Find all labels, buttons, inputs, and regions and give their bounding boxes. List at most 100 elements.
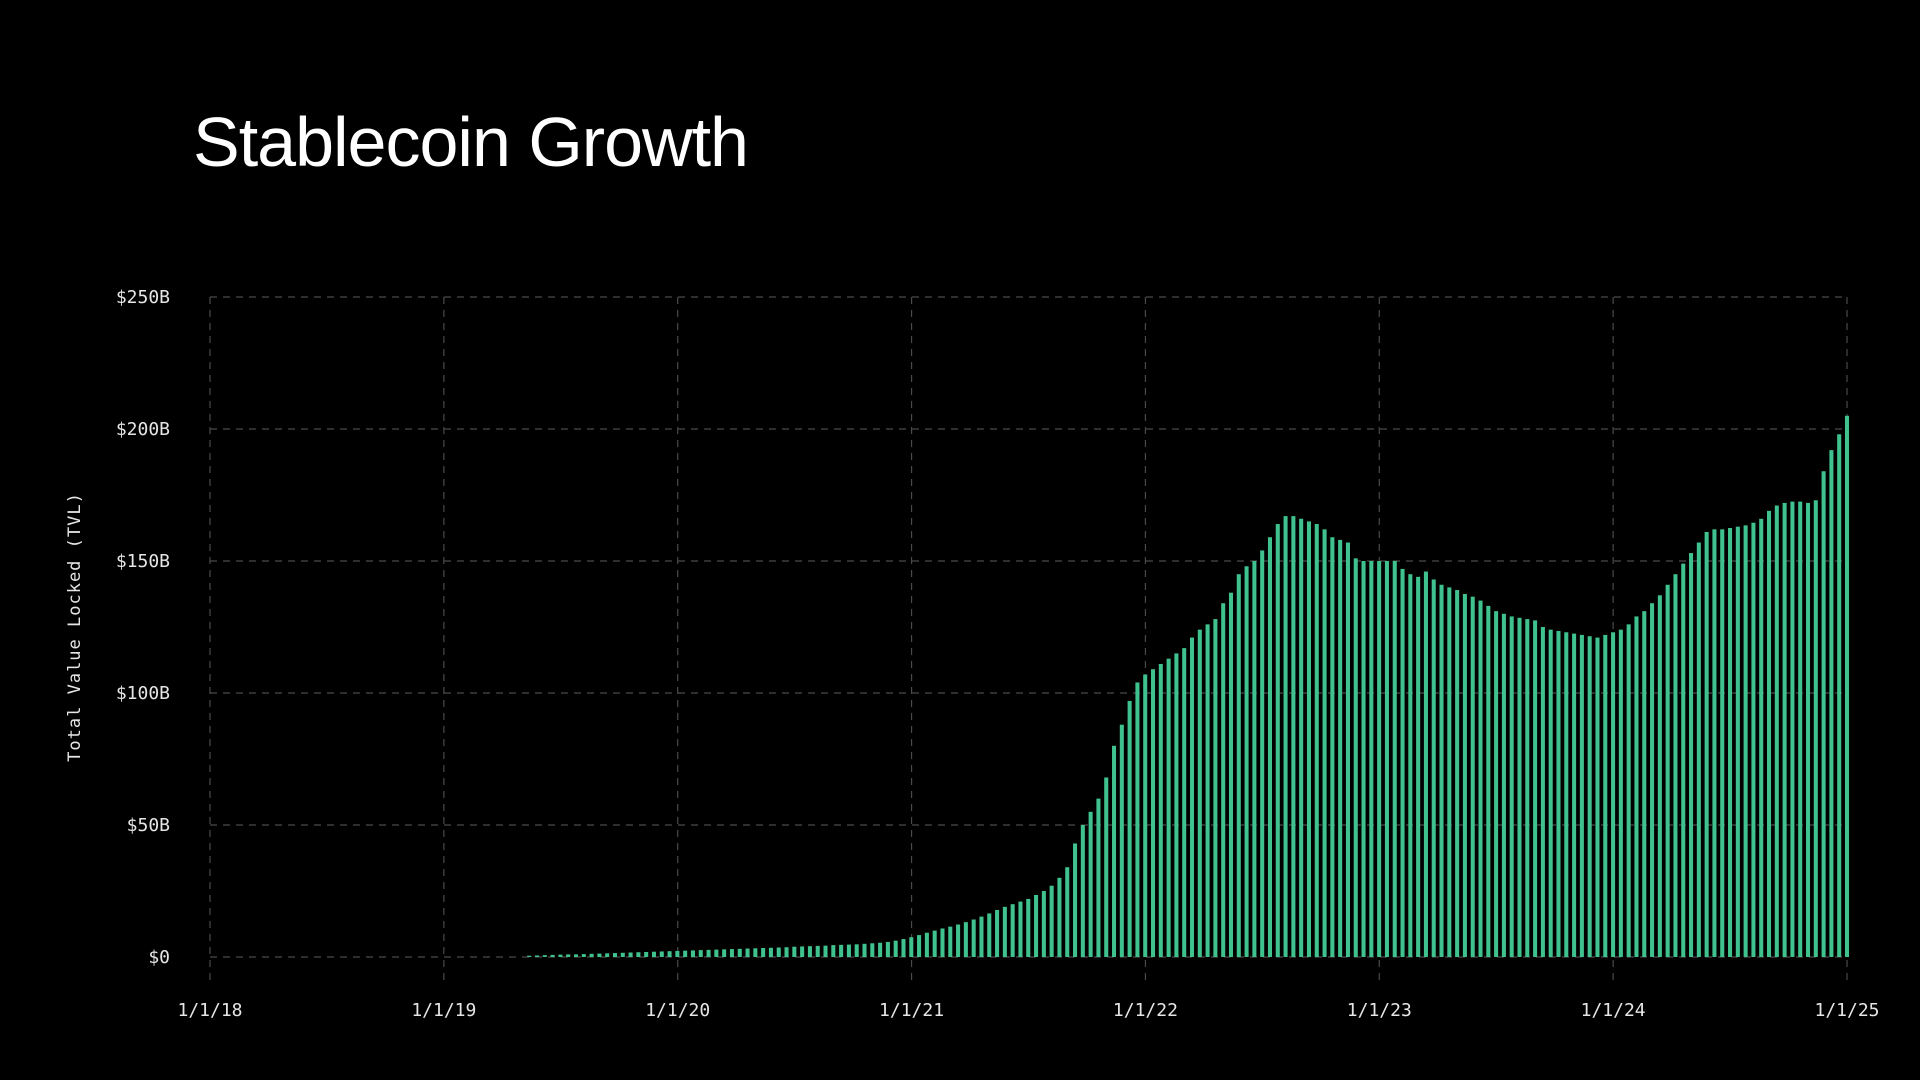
bar (932, 930, 937, 957)
bar (683, 950, 688, 957)
bar (1049, 885, 1054, 957)
x-axis-ticks: 1/1/18 1/1/19 1/1/20 1/1/21 1/1/22 1/1/23 1/1/… (177, 1000, 1879, 1021)
bar (558, 954, 563, 957)
bar (1034, 894, 1039, 957)
bar (1455, 590, 1460, 957)
bar (1501, 613, 1506, 957)
bar (846, 944, 851, 957)
bar (1408, 574, 1413, 957)
page-title: Stablecoin Growth (193, 103, 749, 181)
bar (1673, 574, 1678, 957)
bar (1182, 648, 1187, 957)
bar (1525, 619, 1530, 957)
bar (1377, 561, 1382, 957)
bar (1805, 502, 1811, 957)
bar (729, 949, 734, 957)
bar (940, 928, 945, 957)
bar (807, 946, 812, 957)
bar (714, 949, 719, 957)
bar (776, 947, 781, 957)
bar (589, 953, 594, 957)
bar (1470, 596, 1475, 957)
bar (1065, 867, 1070, 957)
bar (1205, 624, 1210, 957)
bar (815, 945, 820, 957)
bar (1657, 595, 1662, 957)
bar (1135, 682, 1140, 957)
bar (644, 951, 649, 957)
bar (987, 913, 992, 957)
bar (1478, 600, 1483, 957)
bar (1143, 674, 1148, 957)
x-tick-label: 1/1/21 (879, 1000, 944, 1021)
bar (1213, 619, 1218, 957)
bar (1283, 516, 1288, 957)
bar (1759, 518, 1764, 957)
bar (1572, 633, 1577, 957)
bar (620, 952, 625, 957)
y-tick-label: $0 (148, 947, 170, 968)
x-tick-label: 1/1/20 (645, 1000, 710, 1021)
bar (675, 950, 680, 957)
bar (1447, 587, 1452, 957)
bar (948, 926, 953, 957)
bar (963, 922, 968, 957)
bar (1712, 529, 1717, 957)
bar (651, 951, 656, 957)
bar (1751, 522, 1756, 957)
bar (1174, 653, 1179, 957)
x-tick-label: 1/1/25 (1814, 1000, 1879, 1021)
bar (1486, 605, 1491, 957)
bar (566, 954, 571, 957)
bar (605, 953, 610, 957)
bar (1595, 637, 1600, 957)
bar (1073, 843, 1078, 957)
bar (612, 953, 618, 957)
bar (1236, 574, 1241, 957)
bar (1626, 624, 1631, 957)
bar (1681, 563, 1686, 957)
bar (1564, 632, 1569, 957)
bar (542, 955, 547, 957)
bar (1010, 904, 1015, 957)
bar (1026, 898, 1031, 957)
bar (1267, 537, 1272, 957)
bar (1244, 566, 1249, 957)
bar (1361, 561, 1366, 957)
bar (768, 947, 773, 957)
bar (1252, 561, 1257, 957)
y-tick-label: $100B (116, 683, 170, 704)
bar (1439, 584, 1444, 957)
y-tick-label: $150B (116, 551, 170, 572)
bar (1689, 553, 1694, 957)
bar (1221, 603, 1226, 957)
bar (839, 944, 844, 957)
bar (1517, 617, 1522, 957)
bar (636, 952, 641, 957)
bar (1556, 630, 1561, 957)
bar (1330, 537, 1335, 957)
bar (1112, 745, 1117, 957)
bar (1782, 502, 1787, 957)
bar (1228, 592, 1234, 957)
bar (901, 939, 906, 957)
bar (1158, 663, 1163, 957)
x-tick-label: 1/1/22 (1113, 1000, 1178, 1021)
bar (1743, 525, 1748, 957)
bar (854, 944, 859, 957)
bar (823, 945, 828, 957)
bar (1189, 637, 1195, 957)
x-tick-label: 1/1/24 (1581, 1000, 1646, 1021)
bar (1696, 542, 1701, 957)
bar (1423, 571, 1428, 957)
bar (1080, 825, 1085, 957)
bar (995, 910, 1000, 957)
bar (1611, 632, 1616, 957)
bar (862, 943, 867, 957)
bar (1774, 505, 1779, 957)
bar (1533, 620, 1538, 957)
bar (1767, 510, 1772, 957)
bar (1291, 516, 1296, 957)
bar (1299, 518, 1304, 957)
bars (527, 415, 1850, 957)
